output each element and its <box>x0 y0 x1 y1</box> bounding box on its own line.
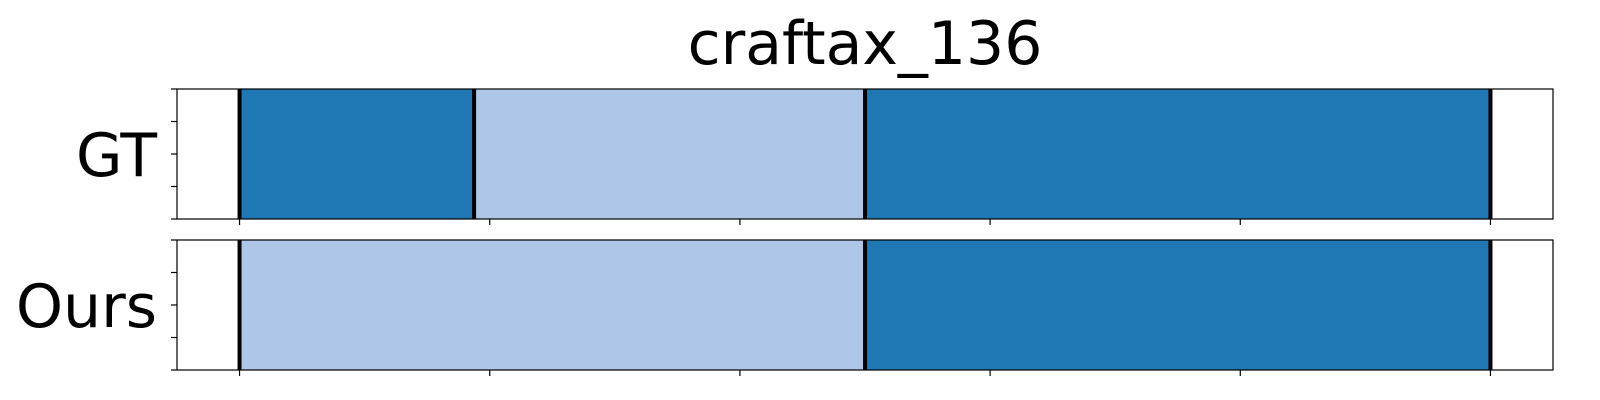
segment-bar <box>865 89 1491 219</box>
row-label-gt: GT <box>76 121 157 191</box>
row-ours: Ours <box>16 239 1554 376</box>
row-label-ours: Ours <box>16 272 157 342</box>
segment-bar <box>865 240 1491 370</box>
segment-bar <box>474 89 865 219</box>
segment-bar <box>239 89 475 219</box>
row-gt: GT <box>76 88 1554 225</box>
chart-title: craftax_136 <box>688 9 1043 79</box>
segment-bar <box>239 240 865 370</box>
